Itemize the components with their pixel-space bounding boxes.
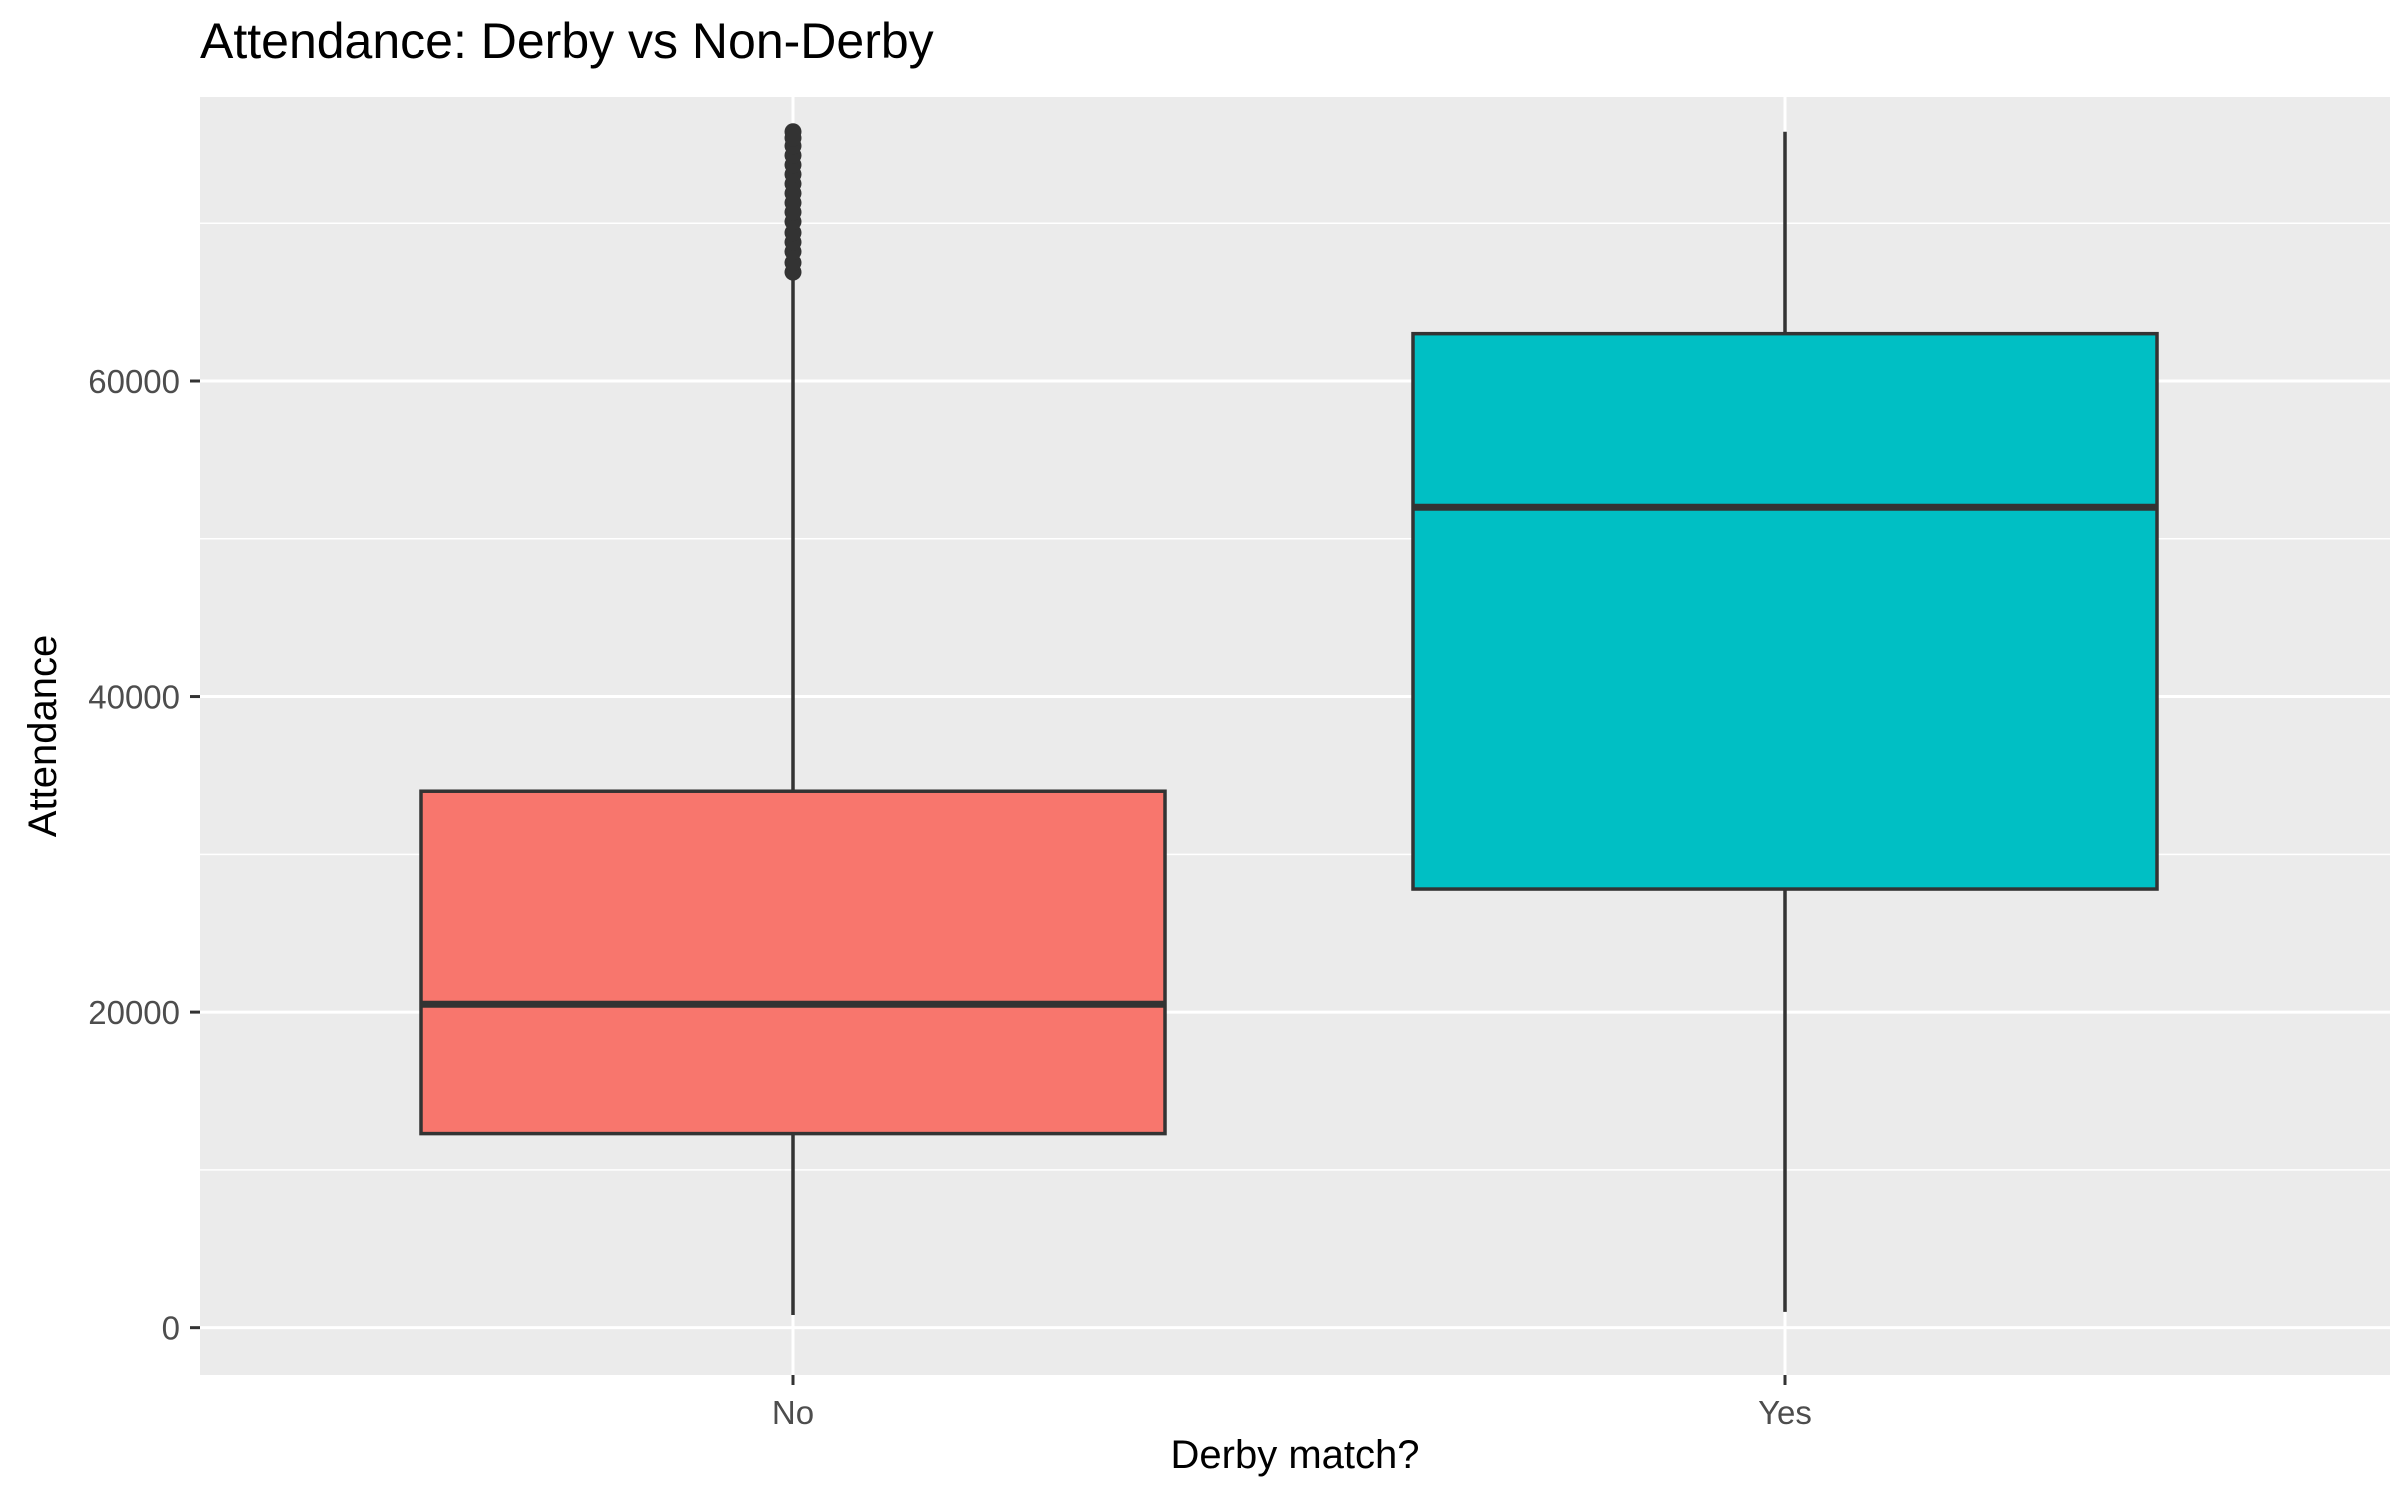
chart-title: Attendance: Derby vs Non-Derby <box>200 13 934 69</box>
y-tick-label: 20000 <box>88 994 180 1031</box>
x-tick-label: Yes <box>1758 1394 1812 1431</box>
y-tick-label: 40000 <box>88 679 180 716</box>
y-tick-label: 0 <box>162 1310 180 1347</box>
iqr-box <box>1411 331 2159 891</box>
y-tick-label: 60000 <box>88 363 180 400</box>
box-yes <box>1411 131 2159 1312</box>
outlier-point <box>784 123 802 141</box>
iqr-box <box>419 789 1167 1136</box>
axes: 0 20000 40000 60000 No Yes <box>88 363 1812 1431</box>
y-axis-title: Attendance <box>21 635 65 837</box>
box-plots <box>419 123 2159 1316</box>
x-tick-label: No <box>772 1394 814 1431</box>
box-no <box>419 123 1167 1316</box>
x-axis-title: Derby match? <box>1171 1433 1420 1477</box>
